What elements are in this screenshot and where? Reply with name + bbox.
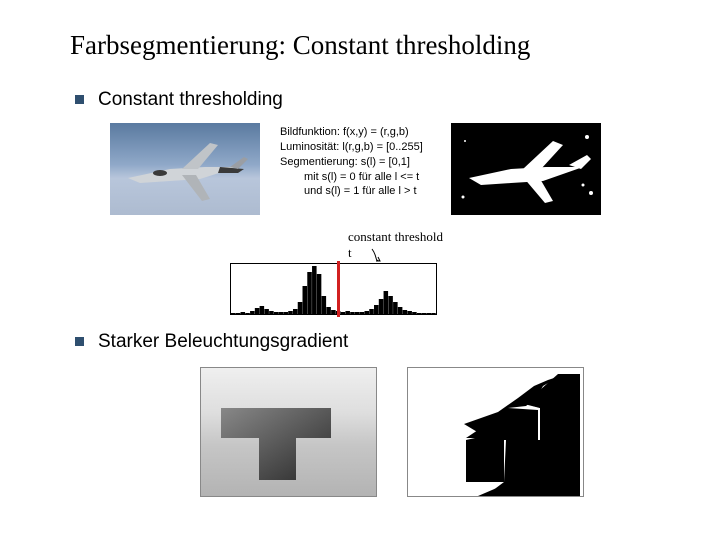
slide: Farbsegmentierung: Constant thresholding… — [0, 0, 720, 540]
slide-title: Farbsegmentierung: Constant thresholding — [50, 30, 680, 61]
histogram-block: constant threshold t — [230, 231, 450, 315]
bullet-1-text: Constant thresholding — [98, 89, 283, 111]
histogram-label: constant threshold — [348, 229, 443, 245]
bullet-1: Constant thresholding — [50, 89, 680, 111]
t-block-threshold-icon — [408, 368, 583, 496]
formula-line-2: Luminosität: l(r,g,b) = [0..255] — [280, 140, 423, 155]
square-bullet-icon — [75, 95, 84, 104]
histogram-box — [230, 263, 437, 315]
formula-line-1: Bildfunktion: f(x,y) = (r,g,b) — [280, 125, 423, 140]
jet-segmented — [451, 123, 601, 215]
t-block-icon — [201, 368, 376, 496]
section-constant-threshold: Bildfunktion: f(x,y) = (r,g,b) Luminosit… — [50, 123, 680, 323]
t-block-photo — [200, 367, 377, 497]
t-block-segmented — [407, 367, 584, 497]
formula-line-5: und s(l) = 1 für alle l > t — [280, 184, 423, 199]
row-images-formulas: Bildfunktion: f(x,y) = (r,g,b) Luminosit… — [50, 123, 680, 215]
bullet-2: Starker Beleuchtungsgradient — [50, 331, 680, 353]
formula-block: Bildfunktion: f(x,y) = (r,g,b) Luminosit… — [280, 123, 423, 199]
threshold-line-icon — [337, 261, 340, 317]
jet-icon — [110, 123, 260, 215]
jet-silhouette-icon — [451, 123, 601, 215]
formula-line-3: Segmentierung: s(l) = [0,1] — [280, 155, 423, 170]
formula-line-4: mit s(l) = 0 für alle l <= t — [280, 170, 423, 185]
square-bullet-icon — [75, 337, 84, 346]
bullet-2-text: Starker Beleuchtungsgradient — [98, 331, 348, 353]
histogram-t-label: t — [348, 245, 352, 261]
histogram-bars-icon — [231, 264, 436, 314]
section-illumination-gradient — [50, 367, 680, 497]
jet-photo — [110, 123, 260, 215]
